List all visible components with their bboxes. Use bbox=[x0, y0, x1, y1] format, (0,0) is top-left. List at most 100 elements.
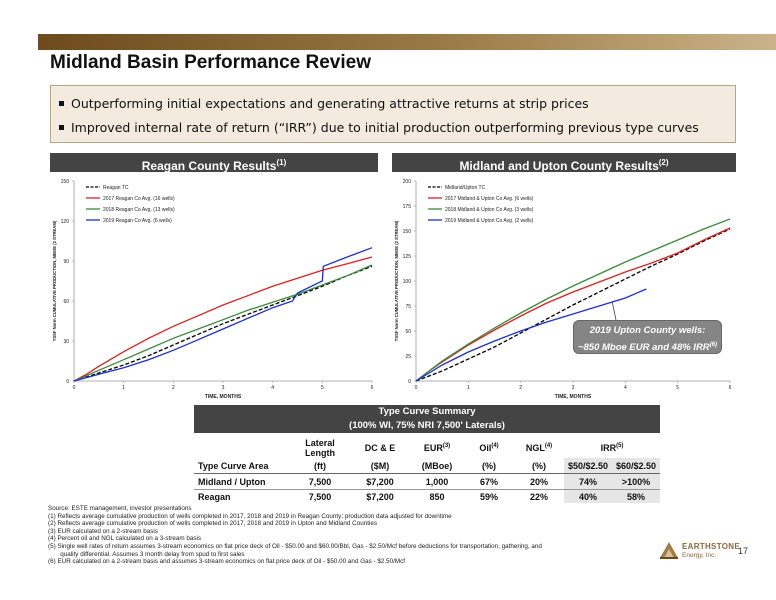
x-tick-label: 1 bbox=[122, 385, 125, 391]
table-cell: 58% bbox=[612, 489, 660, 503]
top-accent-bar bbox=[38, 34, 776, 50]
y-tick-label: 120 bbox=[61, 219, 70, 225]
x-tick-label: 1 bbox=[467, 385, 470, 391]
x-tick-label: 0 bbox=[415, 385, 418, 391]
midland-header-sup: (2) bbox=[658, 158, 669, 167]
header-cell: (ft) bbox=[290, 458, 350, 474]
y-tick-label: 200 bbox=[403, 179, 412, 185]
footnote-line: (6) EUR calculated on a 2-stream basis a… bbox=[48, 558, 405, 566]
header-cell: $60/$2.50 bbox=[612, 458, 660, 474]
bullet-1-text: Outperforming initial expectations and g… bbox=[71, 96, 589, 111]
header-cell: DC & E bbox=[364, 443, 396, 453]
table-cell: $7,200 bbox=[366, 491, 394, 502]
series-line-1 bbox=[73, 256, 373, 382]
header-cell: Lateral Length bbox=[305, 438, 335, 458]
table-cell: >100% bbox=[612, 473, 660, 490]
y-tick-label: 75 bbox=[405, 304, 411, 310]
key-points-box: Outperforming initial expectations and g… bbox=[50, 85, 736, 143]
x-tick-label: 4 bbox=[624, 385, 627, 391]
table-header-row-1: Lateral Length DC & E EUR(3) Oil(4) NGL(… bbox=[194, 433, 660, 458]
type-curve-table: Lateral Length DC & E EUR(3) Oil(4) NGL(… bbox=[194, 433, 660, 503]
header-cell: $50/$2.50 bbox=[564, 458, 612, 474]
reagan-chart-header: Reagan County Results(1) bbox=[50, 153, 378, 173]
y-tick-label: 25 bbox=[405, 354, 411, 360]
series-line-3 bbox=[73, 247, 373, 382]
table-cell: Reagan bbox=[198, 491, 231, 502]
legend-label: 2017 Reagan Co Avg. (16 wells) bbox=[103, 196, 175, 202]
midland-upton-chart: 0 25 50 75 100 125 150 175 200 0 1 2 3 4 5 6 TIME, MONTH… bbox=[394, 179, 732, 400]
legend-label: 2018 Reagan Co Avg. (13 wells) bbox=[103, 207, 175, 213]
series-line-2 bbox=[415, 218, 731, 382]
bullet-2: Improved internal rate of return (“IRR”)… bbox=[59, 120, 699, 135]
table-header-row-2: Type Curve Area (ft) ($M) (MBoe) (%) (%)… bbox=[194, 458, 660, 474]
table-title: Type Curve Summary bbox=[378, 406, 476, 417]
header-cell: (%) bbox=[464, 458, 514, 474]
legend-label: 2019 Reagan Co Avg. (6 wells) bbox=[103, 218, 172, 224]
earthstone-logo-icon bbox=[660, 542, 678, 559]
legend-label: 2018 Midland & Upton Co Avg. (3 wells) bbox=[445, 207, 534, 213]
table-cell: $7,200 bbox=[350, 473, 410, 490]
table-subtitle: (100% WI, 75% NRI 7,500' Laterals) bbox=[349, 420, 505, 431]
table-cell: 7,500 bbox=[290, 473, 350, 490]
bullet-1: Outperforming initial expectations and g… bbox=[59, 96, 589, 111]
reagan-header-text: Reagan County Results bbox=[141, 159, 277, 173]
callout-line-2: ~850 Mboe EUR and 48% IRR bbox=[577, 342, 710, 354]
legend-label: Reagan TC bbox=[103, 185, 129, 191]
legend-label: Midland/Upton TC bbox=[445, 185, 486, 191]
y-tick-label: 50 bbox=[405, 329, 411, 335]
x-axis-label: TIME, MONTHS bbox=[205, 394, 242, 400]
y-axis-label: TSSF Norm CUMULATIVE PRODUCTION, MBOE (2… bbox=[52, 220, 57, 341]
legend-label: 2019 Midland & Upton Co Avg. (2 wells) bbox=[445, 218, 534, 224]
header-cell: Oil(4) bbox=[479, 443, 499, 453]
callout-sup: (6) bbox=[709, 342, 718, 348]
reagan-header-sup: (1) bbox=[276, 158, 287, 167]
x-tick-label: 4 bbox=[271, 385, 274, 391]
bullet-square-icon bbox=[59, 101, 64, 106]
y-tick-label: 175 bbox=[403, 204, 412, 210]
company-logo: EARTHSTONE Energy, Inc. bbox=[658, 538, 740, 564]
footnote-line: Source: ESTE management, investor presen… bbox=[48, 505, 192, 512]
y-tick-label: 0 bbox=[408, 379, 411, 385]
x-tick-label: 6 bbox=[729, 385, 732, 391]
table-cell: Midland / Upton bbox=[194, 473, 290, 490]
logo-sub: Energy, Inc. bbox=[682, 552, 717, 559]
table-cell: 40% bbox=[564, 489, 612, 503]
footnotes: Source: ESTE management, investor presen… bbox=[48, 505, 608, 566]
midland-chart-header: Midland and Upton County Results(2) bbox=[392, 153, 736, 173]
header-cell: Type Curve Area bbox=[194, 458, 290, 474]
series-line-0 bbox=[73, 265, 373, 382]
page-number: 17 bbox=[738, 546, 749, 556]
table-cell: 22% bbox=[529, 491, 548, 502]
footnote-line: quality differential. Assumes 3 month de… bbox=[48, 550, 245, 558]
type-curve-summary: Type Curve Summary (100% WI, 75% NRI 7,5… bbox=[194, 405, 660, 503]
callout-line-1: 2019 Upton County wells: bbox=[589, 325, 706, 336]
y-tick-label: 0 bbox=[66, 379, 69, 385]
series-line-3 bbox=[415, 288, 647, 382]
table-row: Midland / Upton 7,500 $7,200 1,000 67% 2… bbox=[194, 473, 660, 490]
table-title-bar: Type Curve Summary (100% WI, 75% NRI 7,5… bbox=[194, 405, 660, 433]
table-cell: 67% bbox=[464, 473, 514, 490]
series-line-2 bbox=[73, 264, 373, 382]
table-cell: 74% bbox=[564, 473, 612, 490]
table-row: Reagan 7,500 $7,200 850 59% 22% 40% 58% bbox=[194, 489, 660, 503]
footnote-line: (5) Single well rates of return assumes … bbox=[48, 542, 542, 550]
upton-wells-callout: 2019 Upton County wells: ~850 Mboe EUR a… bbox=[573, 320, 722, 354]
bullet-square-icon bbox=[59, 125, 64, 130]
y-tick-label: 60 bbox=[63, 299, 69, 305]
table-cell: 1,000 bbox=[410, 473, 464, 490]
x-tick-label: 6 bbox=[371, 385, 374, 391]
y-tick-label: 150 bbox=[61, 179, 70, 185]
page-title: Midland Basin Performance Review bbox=[50, 52, 371, 73]
x-tick-label: 3 bbox=[572, 385, 575, 391]
y-tick-label: 100 bbox=[403, 279, 412, 285]
callout-line-2-wrap: ~850 Mboe EUR and 48% IRR(6) bbox=[574, 338, 721, 355]
y-tick-label: 90 bbox=[63, 259, 69, 265]
x-tick-label: 5 bbox=[676, 385, 679, 391]
footnote-line: (4) Percent oil and NGL calculated on a … bbox=[48, 535, 202, 543]
series-line-0 bbox=[415, 228, 731, 382]
x-tick-label: 5 bbox=[321, 385, 324, 391]
table-cell: 850 bbox=[429, 491, 445, 502]
y-axis-label: TSSF Norm CUMULATIVE PRODUCTION, MBOE (2… bbox=[394, 220, 399, 341]
header-cell: (MBoe) bbox=[410, 458, 464, 474]
table-cell: 59% bbox=[479, 491, 498, 502]
